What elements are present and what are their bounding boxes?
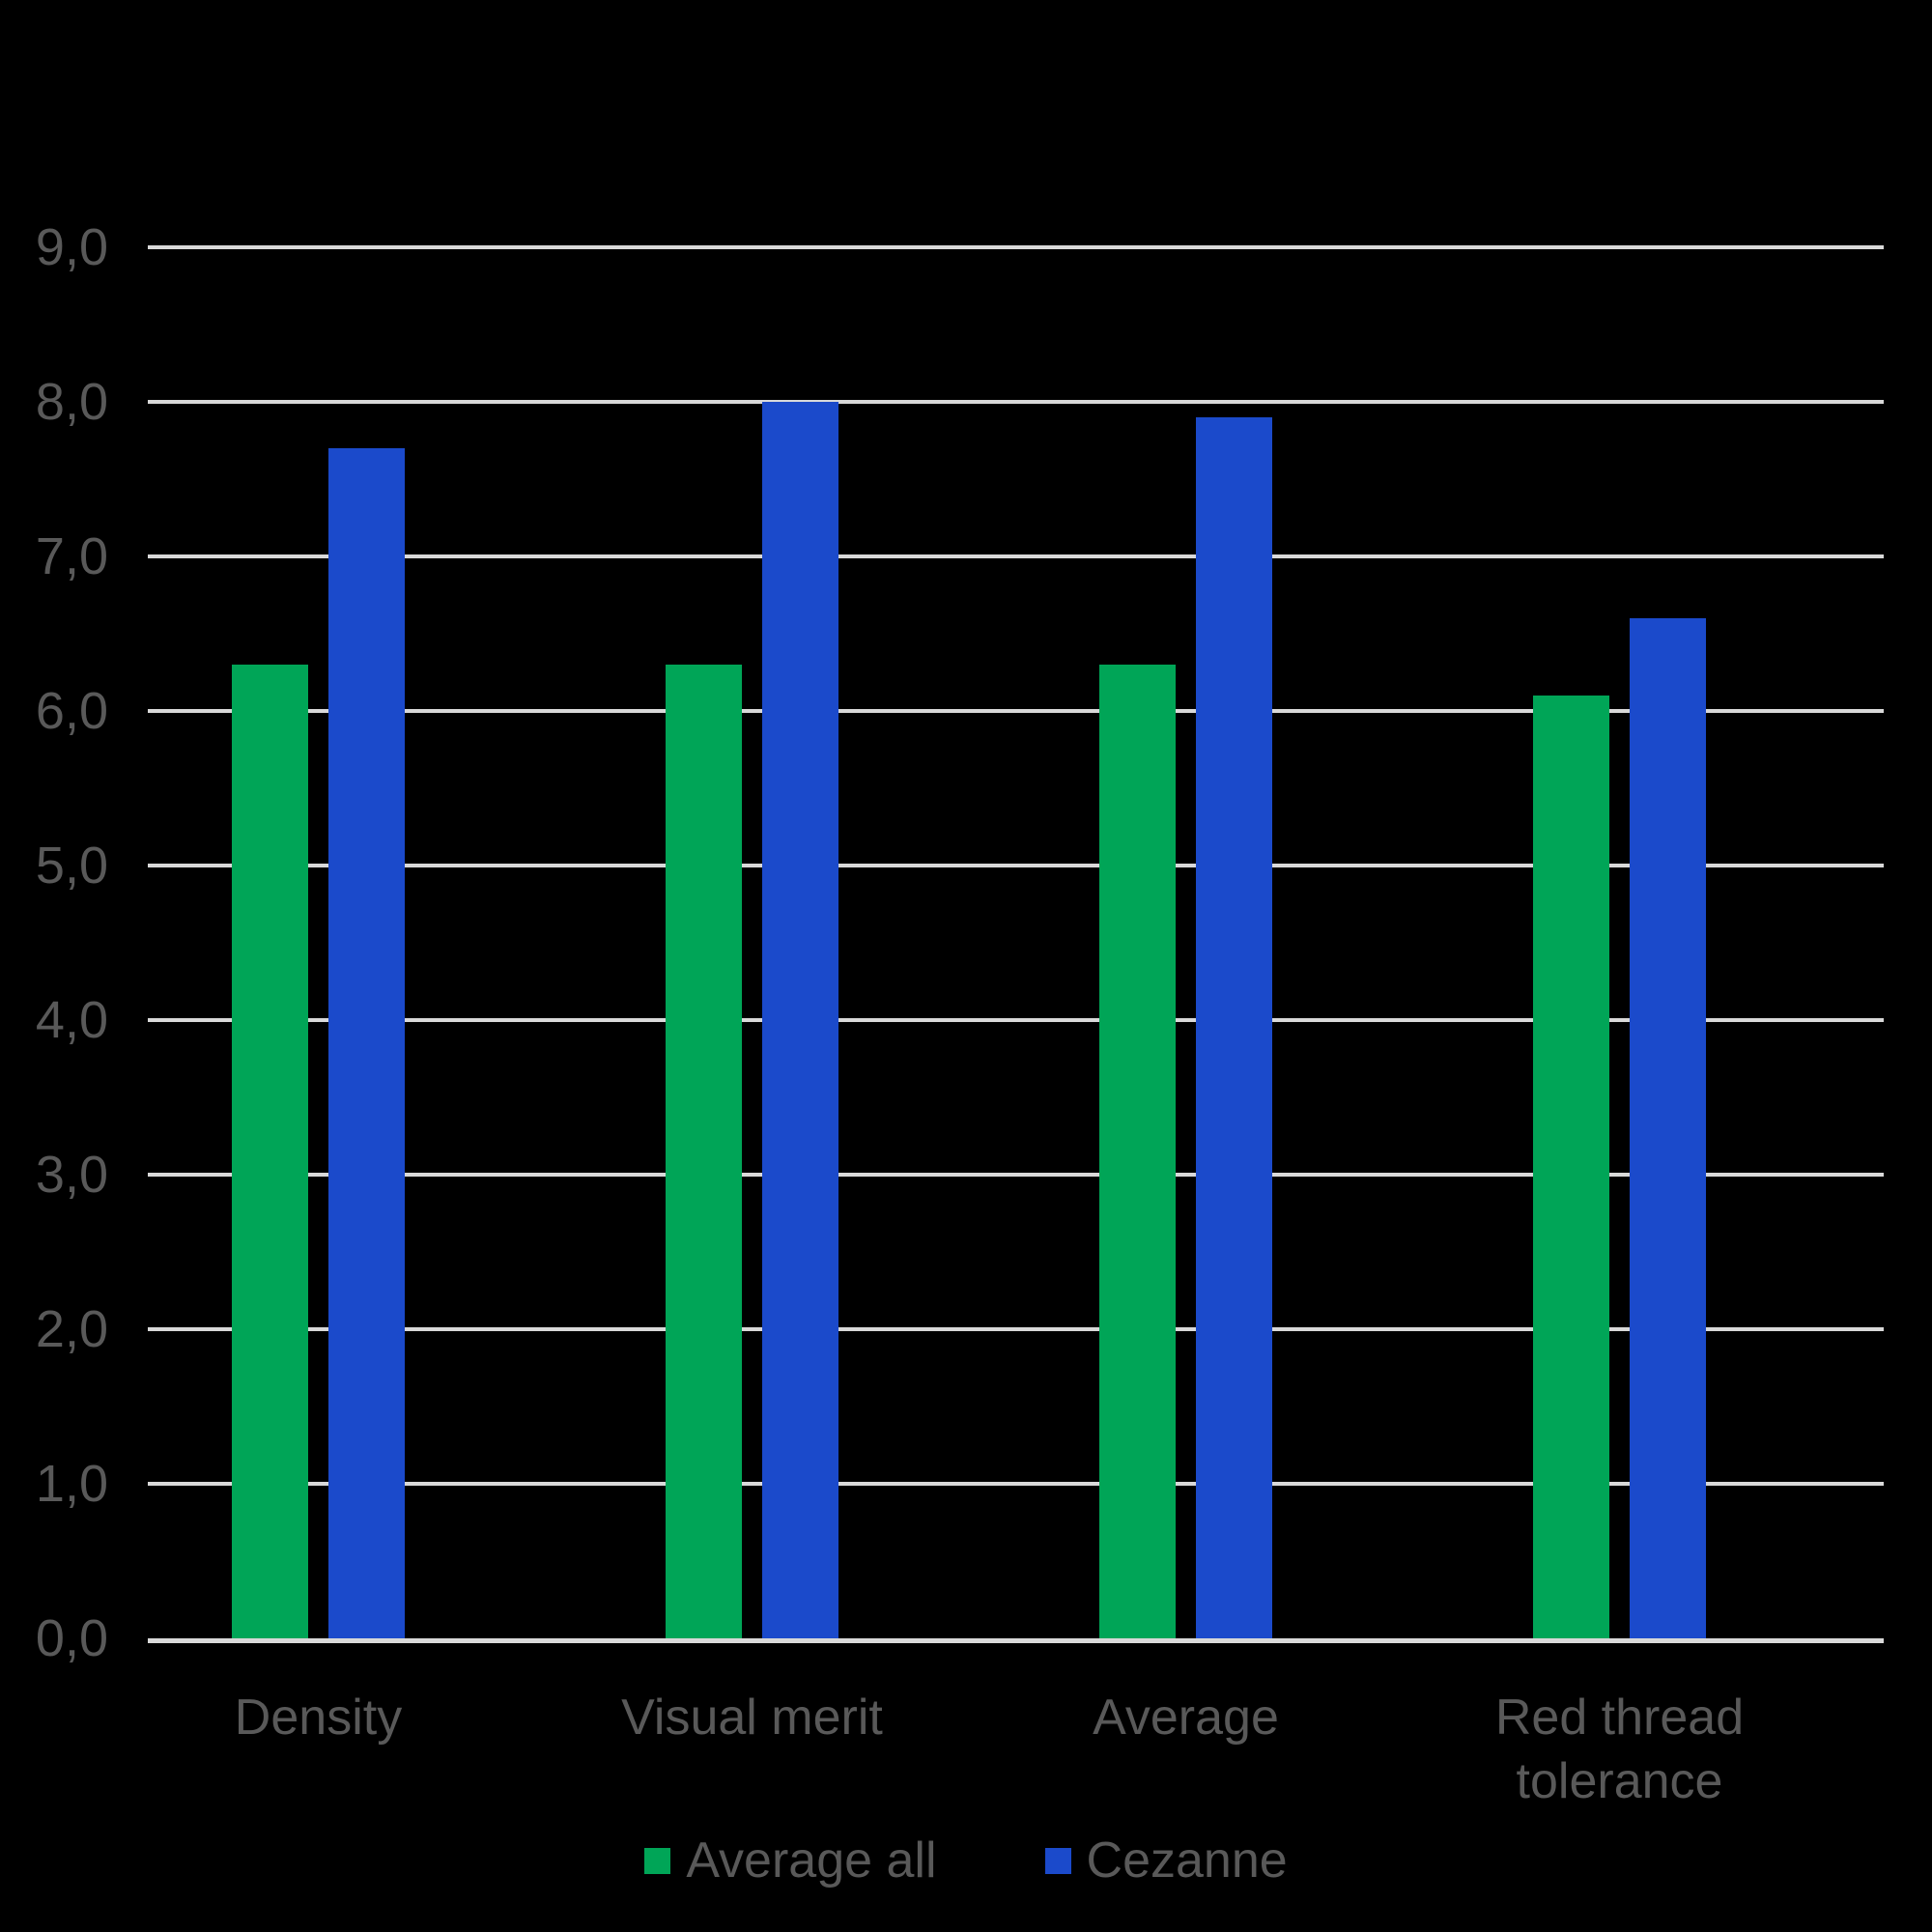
gridline	[148, 864, 1884, 867]
gridline	[148, 1173, 1884, 1177]
x-category-label-visual-merit: Visual merit	[621, 1690, 883, 1746]
legend-label-cezanne: Cezanne	[1086, 1833, 1288, 1889]
gridline	[148, 1482, 1884, 1486]
y-tick-label: 2,0	[35, 1300, 108, 1358]
bar-cezanne-red-thread-tolerance	[1630, 618, 1706, 1638]
legend-swatch-cezanne	[1044, 1847, 1071, 1874]
legend-swatch-average-all	[644, 1847, 671, 1874]
legend-item-cezanne: Cezanne	[1044, 1832, 1288, 1889]
gridline	[148, 1018, 1884, 1022]
y-tick-label: 3,0	[35, 1146, 108, 1204]
x-axis-line	[148, 1638, 1884, 1643]
gridline	[148, 1327, 1884, 1331]
y-tick-label: 8,0	[35, 373, 108, 431]
bar-average-all-density	[232, 665, 308, 1638]
y-tick-label: 1,0	[35, 1455, 108, 1513]
y-tick-label: 4,0	[35, 991, 108, 1049]
gridline	[148, 554, 1884, 558]
bar-cezanne-density	[328, 448, 405, 1638]
chart-legend: Average all Cezanne	[0, 1824, 1932, 1897]
gridline	[148, 709, 1884, 713]
bar-average-all-average	[1099, 665, 1176, 1638]
x-category-label-average: Average	[1093, 1690, 1279, 1746]
x-category-label-red-thread-tolerance: Red thread tolerance	[1494, 1690, 1745, 1809]
y-tick-label: 6,0	[35, 682, 108, 740]
gridline	[148, 245, 1884, 249]
bar-cezanne-visual-merit	[762, 402, 838, 1638]
gridline	[148, 400, 1884, 404]
bar-average-all-visual-merit	[666, 665, 742, 1638]
x-category-label-density: Density	[234, 1690, 403, 1746]
y-tick-label: 7,0	[35, 527, 108, 585]
legend-label-average-all: Average all	[686, 1833, 937, 1889]
legend-item-average-all: Average all	[644, 1832, 937, 1889]
y-tick-label: 5,0	[35, 837, 108, 895]
y-tick-label: 0,0	[35, 1609, 108, 1667]
y-tick-label: 9,0	[35, 218, 108, 276]
bar-cezanne-average	[1196, 417, 1272, 1638]
bar-average-all-red-thread-tolerance	[1533, 696, 1609, 1638]
